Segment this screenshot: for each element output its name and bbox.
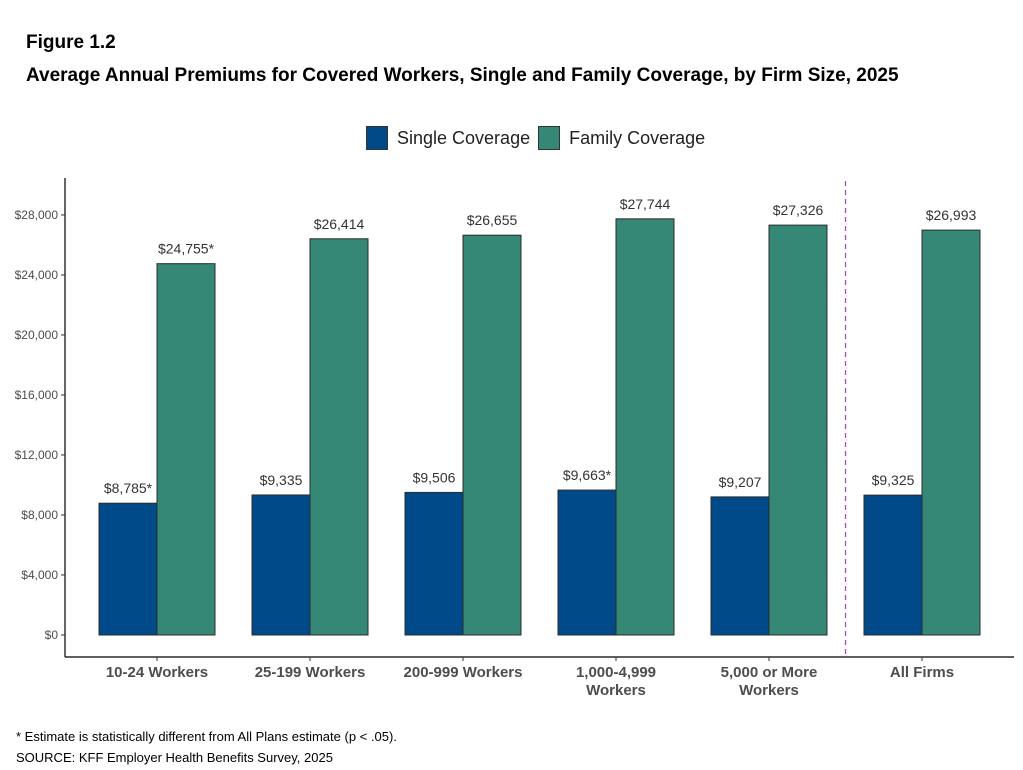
y-tick-label: $28,000 [15,208,59,222]
legend-item-family: Family Coverage [538,126,705,150]
bar-family-coverage [309,238,369,636]
bar-single-coverage [251,494,311,636]
bar-chart: $0 $4,000 $8,000 $12,000 $16,000 $20,000 $24,0… [15,178,1014,699]
legend-label-family: Family Coverage [569,127,706,148]
data-label-family: $24,755* [158,241,215,257]
x-category-label: 10-24 Workers [106,664,208,681]
y-tick-label: $8,000 [21,508,58,522]
y-tick-label: $0 [45,628,59,642]
y-tick-label: $4,000 [21,568,58,582]
legend-swatch-family [538,126,561,150]
x-category-label: Workers [739,682,799,699]
figure-label: Figure 1.2 [26,32,116,53]
bar-family-coverage [156,263,216,636]
data-label-family: $26,993 [926,207,977,223]
bar-single-coverage [710,496,770,636]
x-category-label: 5,000 or More [721,664,818,681]
footnote: * Estimate is statistically different fr… [16,729,397,744]
x-category-label: All Firms [890,664,954,681]
legend: Single Coverage Family Coverage [366,126,713,150]
bar-single-coverage [404,491,464,636]
data-label-single: $9,325 [872,472,915,488]
x-category-label: Workers [586,682,646,699]
x-category-label: 25-199 Workers [255,664,366,681]
y-tick-label: $20,000 [15,328,59,342]
legend-swatch-single [366,126,388,150]
data-label-single: $9,207 [719,474,762,490]
bar-single-coverage [98,502,158,636]
data-label-single: $8,785* [104,480,153,496]
x-category-label: 200-999 Workers [404,664,523,681]
data-label-family: $26,655 [467,212,518,228]
data-label-family: $27,744 [620,196,671,212]
bar-single-coverage [557,489,617,636]
data-label-single: $9,335 [260,472,303,488]
bar-single-coverage [863,494,923,636]
x-category-label: 1,000-4,999 [576,664,656,681]
data-label-single: $9,506 [413,469,456,485]
bar-family-coverage [462,234,522,636]
chart-title: Average Annual Premiums for Covered Work… [26,65,899,86]
bar-family-coverage [921,229,981,636]
data-label-family: $26,414 [314,216,365,232]
y-tick-label: $24,000 [15,268,59,282]
source-note: SOURCE: KFF Employer Health Benefits Sur… [16,750,333,765]
bar-family-coverage [768,224,828,636]
legend-label-single: Single Coverage [397,127,531,148]
y-tick-label: $12,000 [15,448,59,462]
y-tick-label: $16,000 [15,388,59,402]
legend-item-single: Single Coverage [366,126,530,150]
data-label-single: $9,663* [563,467,612,483]
data-label-family: $27,326 [773,202,824,218]
bar-family-coverage [615,218,675,636]
